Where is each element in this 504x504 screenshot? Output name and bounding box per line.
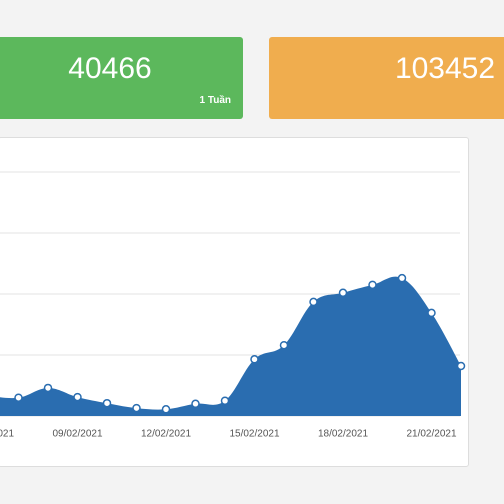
x-tick-label: 21/02/2021 [406, 429, 456, 440]
point [102, 398, 112, 408]
x-tick-label: 09/02/2021 [52, 429, 102, 440]
point [456, 361, 466, 371]
area [0, 276, 461, 416]
point [14, 393, 23, 402]
point [250, 355, 259, 364]
point [191, 399, 200, 409]
stat-card: 103452 [269, 37, 504, 119]
point [161, 405, 171, 414]
point [368, 280, 377, 290]
x-tick-label: 12/02/2021 [141, 429, 191, 440]
x-tick-label: 15/02/2021 [229, 429, 279, 440]
point [220, 396, 230, 405]
stat-card: 40466 1 Tuần [0, 37, 243, 119]
point [309, 297, 318, 307]
point [338, 288, 348, 298]
point [73, 392, 82, 402]
point [43, 383, 53, 393]
point [279, 340, 289, 350]
x-tick-label: 06/02/2021 [0, 429, 14, 440]
point [397, 273, 407, 283]
stat-value: 103452 [394, 52, 496, 85]
stat-note: 1 Tuần [199, 95, 231, 106]
x-tick-label: 18/02/2021 [318, 429, 368, 440]
stat-value: 40466 [68, 52, 152, 85]
point [427, 308, 436, 318]
point [132, 403, 141, 413]
